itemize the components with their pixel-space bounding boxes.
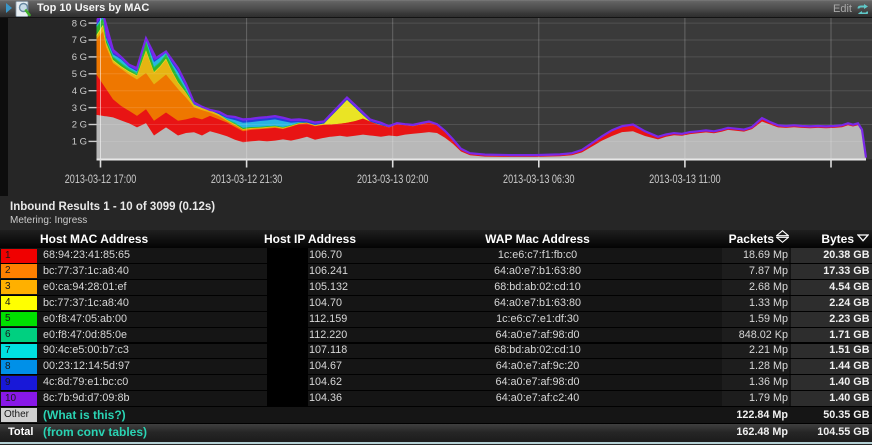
svg-text:2 G: 2 G — [72, 120, 87, 131]
svg-text:2013-03-12 21:30: 2013-03-12 21:30 — [211, 174, 283, 186]
svg-text:2013-03-13 02:00: 2013-03-13 02:00 — [357, 174, 429, 186]
svg-text:2013-03-13 11:00: 2013-03-13 11:00 — [649, 174, 721, 186]
svg-text:8 G: 8 G — [72, 18, 87, 29]
svg-text:4 G: 4 G — [72, 86, 87, 97]
svg-text:2013-03-13 06:30: 2013-03-13 06:30 — [503, 174, 575, 186]
svg-text:3 G: 3 G — [72, 103, 87, 114]
svg-text:2013-03-12 17:00: 2013-03-12 17:00 — [65, 174, 137, 186]
svg-text:7 G: 7 G — [72, 35, 87, 46]
svg-text:5 G: 5 G — [72, 69, 87, 80]
svg-text:6 G: 6 G — [72, 52, 87, 63]
svg-text:1 G: 1 G — [72, 137, 87, 148]
